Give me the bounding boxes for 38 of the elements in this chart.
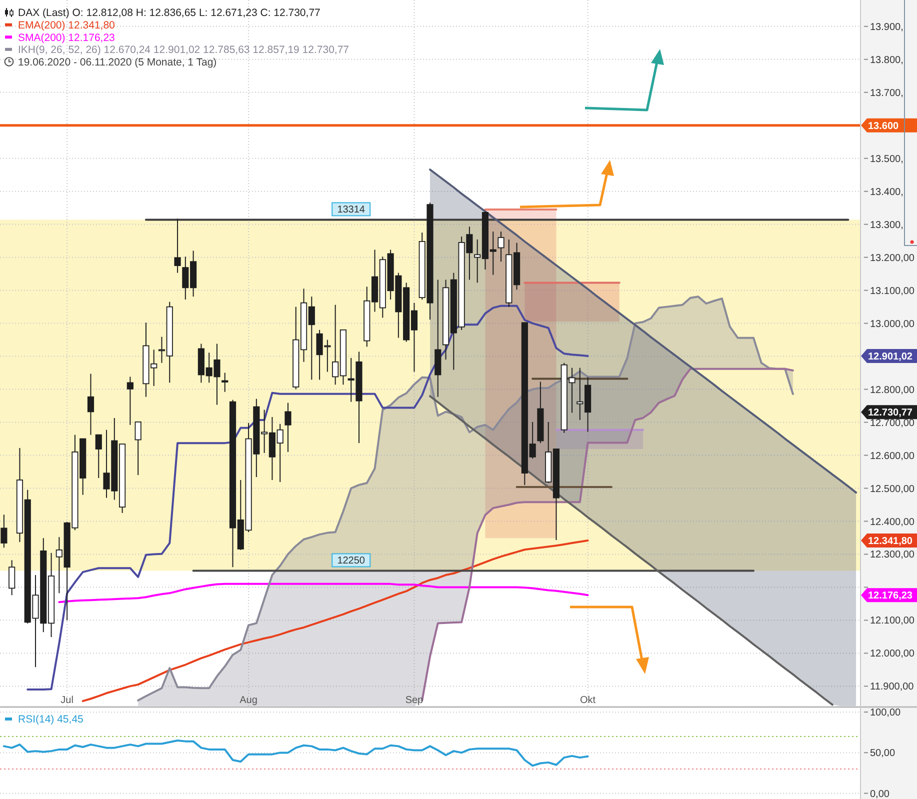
data-label: 12250 bbox=[337, 556, 366, 567]
y-tick-label: 100,00 bbox=[870, 708, 902, 719]
y-tick-label: 12.400,00 bbox=[870, 516, 915, 528]
annotation: 19.06.2020 - 06.11.2020 (5 Monate, 1 Tag) bbox=[18, 56, 217, 68]
y-tick-label: 12.600,00 bbox=[870, 450, 915, 462]
x-tick-label: Jul bbox=[60, 695, 74, 706]
legend-label: SMA(200) 12.176,23 bbox=[18, 32, 116, 44]
y-tick-label: 12.901,02 bbox=[868, 351, 913, 362]
y-tick-label: 12.300,00 bbox=[870, 550, 915, 561]
legend-label: IKH(9, 26, 52, 26) 12.670,24 12.901,02 12.785,63 12.857,19 12.730,77 bbox=[18, 44, 350, 56]
legend-label: EMA(200) 12.341,80 bbox=[18, 19, 116, 32]
y-tick-label: 13.000,00 bbox=[870, 318, 915, 330]
y-tick-label: 12.100,00 bbox=[870, 616, 915, 627]
y-tick-label: 13.900, bbox=[870, 22, 904, 33]
y-tick-label: 13.200,00 bbox=[870, 252, 915, 264]
ref-line-label: 13.600 bbox=[868, 120, 900, 132]
y-tick-label: 13.800, bbox=[870, 54, 904, 66]
y-tick-label: 13.500, bbox=[870, 154, 904, 165]
data-label: 13314 bbox=[337, 204, 366, 216]
y-tick-label: 12.000,00 bbox=[870, 648, 915, 660]
y-tick-label: 50,00 bbox=[870, 748, 896, 760]
legend-label: RSI(14) 45,45 bbox=[18, 714, 84, 726]
y-tick-label: 12.730,77 bbox=[868, 408, 913, 419]
y-tick-label: 13.400, bbox=[870, 186, 904, 198]
y-tick-label: 12.800,00 bbox=[870, 384, 915, 396]
x-tick-label: Sep bbox=[405, 695, 424, 706]
x-tick-label: Okt bbox=[580, 695, 596, 706]
y-tick-label: 12.500,00 bbox=[870, 484, 915, 495]
y-tick-label: 13.700, bbox=[870, 88, 904, 99]
x-tick-label: Aug bbox=[240, 695, 258, 706]
y-tick-label: 0,00 bbox=[870, 788, 890, 799]
y-tick-label: 11.900,00 bbox=[870, 682, 914, 693]
y-tick-label: 12.176,23 bbox=[868, 590, 913, 602]
legend-label: DAX (Last) O: 12.812,08 H: 12.836,65 L: 12.671,23 C: 12.730,77 bbox=[18, 7, 321, 20]
y-tick-label: 12.700,00 bbox=[870, 418, 915, 429]
y-tick-label: 13.100,00 bbox=[870, 286, 915, 297]
y-tick-label: 12.341,80 bbox=[868, 536, 913, 547]
y-tick-label: 13.300, bbox=[870, 220, 904, 231]
